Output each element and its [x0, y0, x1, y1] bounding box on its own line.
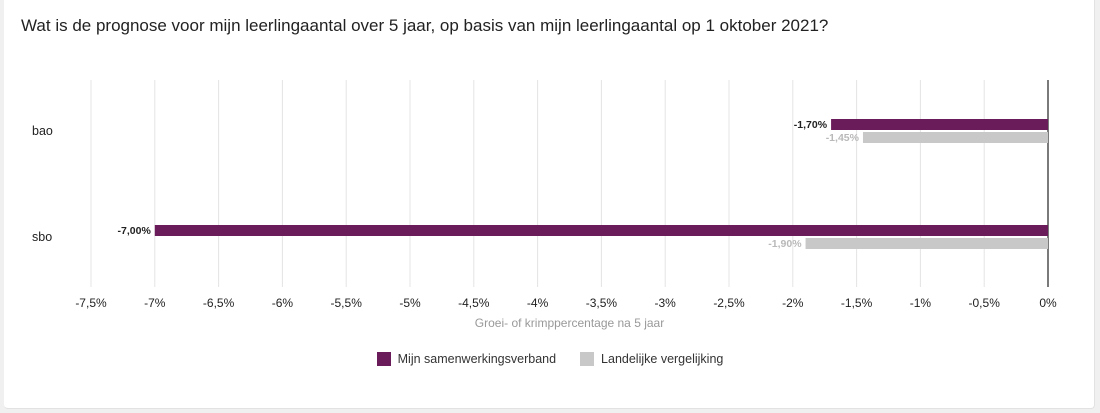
bar-primary — [154, 225, 1049, 236]
legend-label-secondary: Landelijke vergelijking — [601, 352, 724, 366]
legend-swatch-primary — [376, 352, 391, 366]
x-tick-label: -5% — [399, 296, 421, 310]
bar-secondary — [862, 132, 1048, 143]
x-tick-label: -3,5% — [586, 296, 618, 310]
legend-item-primary[interactable]: Mijn samenwerkingsverband — [376, 352, 557, 366]
bar-primary — [831, 119, 1048, 130]
x-tick-label: -7,5% — [75, 296, 107, 310]
chart-legend: Mijn samenwerkingsverband Landelijke ver… — [0, 352, 1100, 366]
y-category-label: sbo — [32, 230, 52, 244]
x-tick-label: -4,5% — [458, 296, 490, 310]
x-tick-label: -2% — [782, 296, 804, 310]
x-tick-label: -7% — [144, 296, 166, 310]
x-tick-label: -1% — [910, 296, 932, 310]
x-tick-label: -6,5% — [203, 296, 235, 310]
y-category-label: bao — [32, 124, 53, 138]
legend-label-primary: Mijn samenwerkingsverband — [397, 352, 557, 366]
chart-card — [4, 0, 1095, 409]
data-label-primary: -7,00% — [118, 225, 152, 237]
data-label-secondary: -1,90% — [768, 238, 802, 250]
x-tick-label: -0,5% — [969, 296, 1001, 310]
x-tick-label: -2,5% — [713, 296, 745, 310]
legend-item-secondary[interactable]: Landelijke vergelijking — [580, 352, 723, 366]
x-tick-label: -6% — [272, 296, 294, 310]
chart-title: Wat is de prognose voor mijn leerlingaan… — [21, 16, 829, 35]
x-tick-label: 0% — [1039, 296, 1057, 310]
x-tick-label: -5,5% — [331, 296, 363, 310]
data-label-secondary: -1,45% — [826, 132, 860, 144]
bar-secondary — [805, 238, 1048, 249]
x-tick-label: -1,5% — [841, 296, 873, 310]
legend-swatch-secondary — [580, 352, 595, 366]
x-tick-label: -3% — [655, 296, 677, 310]
data-label-primary: -1,70% — [794, 119, 828, 131]
x-axis-title: Groei- of krimppercentage na 5 jaar — [475, 316, 664, 330]
x-tick-label: -4% — [527, 296, 549, 310]
